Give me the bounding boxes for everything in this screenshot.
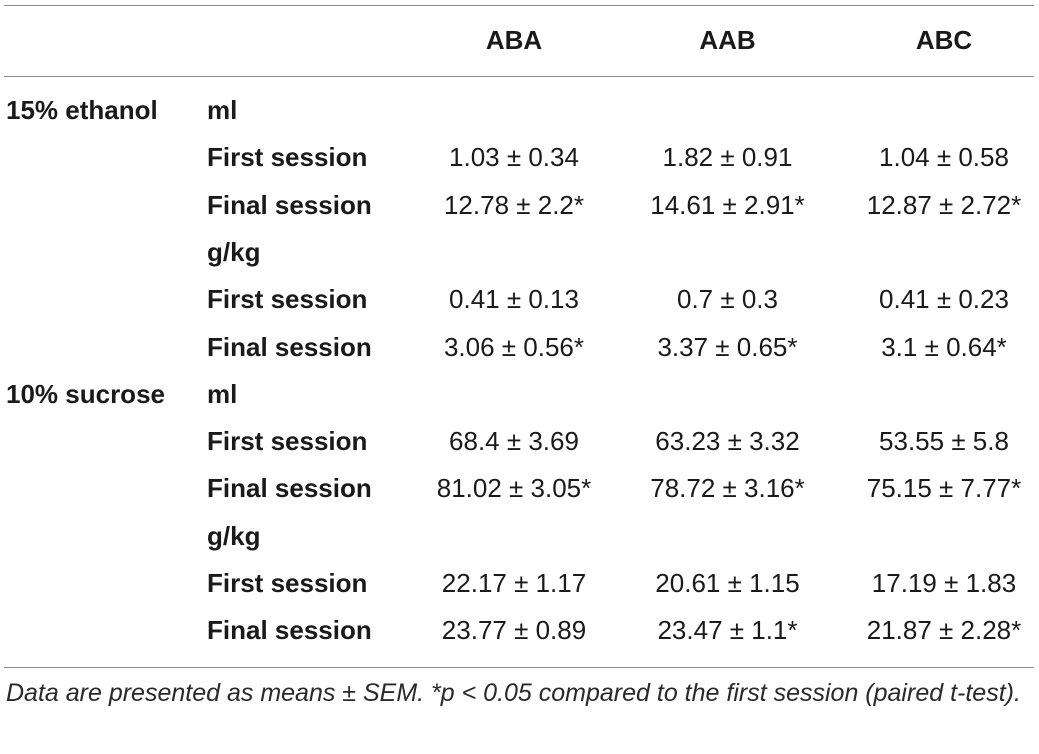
row-unit-label: g/kg <box>207 520 261 551</box>
cell-aba: 12.78 ± 2.2* <box>443 189 585 220</box>
table-row: g/kg <box>0 229 1039 276</box>
table-top-rule <box>4 5 1034 6</box>
cell-aab: 20.61 ± 1.15 <box>655 568 800 598</box>
cell-aab: 63.23 ± 3.32 <box>655 426 800 457</box>
row-unit-label: ml <box>207 95 238 125</box>
cell-aba: 0.41 ± 0.13 <box>449 284 579 315</box>
cell-abc: 21.87 ± 2.28* <box>866 615 1022 646</box>
row-session-label: First session <box>207 426 368 457</box>
cell-aba: 3.06 ± 0.56* <box>443 331 585 362</box>
row-session-label: Final session <box>207 473 372 504</box>
cell-abc: 1.04 ± 0.58 <box>879 142 1009 173</box>
table-header-row: ABA AAB ABC <box>0 17 1039 64</box>
row-unit-label: g/kg <box>207 236 261 267</box>
cell-aab: 1.82 ± 0.91 <box>662 142 793 173</box>
cell-aba: 68.4 ± 3.69 <box>449 426 579 457</box>
table-row: First session 68.4 ± 3.69 63.23 ± 3.32 53.5… <box>0 418 1039 465</box>
table-footnote: Data are presented as means ± SEM. *p < … <box>6 679 1021 707</box>
row-session-label: First session <box>207 568 368 598</box>
row-group-label: 10% sucrose <box>6 378 165 409</box>
cell-abc: 75.15 ± 7.77* <box>866 473 1022 504</box>
cell-aab: 23.47 ± 1.1* <box>657 615 798 646</box>
cell-aab: 3.37 ± 0.65* <box>657 331 798 362</box>
cell-abc: 3.1 ± 0.64* <box>881 331 1007 362</box>
table-row: First session 22.17 ± 1.17 20.61 ± 1.15 17.… <box>0 560 1039 607</box>
cell-aba: 81.02 ± 3.05* <box>436 473 592 504</box>
table-row: Final session 3.06 ± 0.56* 3.37 ± 0.65* 3.1… <box>0 324 1039 371</box>
table-row: 15% ethanol ml <box>0 87 1039 134</box>
table-row: First session 1.03 ± 0.34 1.82 ± 0.91 1.04 … <box>0 134 1039 181</box>
row-group-label: 15% ethanol <box>6 95 158 125</box>
cell-aab: 78.72 ± 3.16* <box>650 473 805 504</box>
table-header-rule <box>4 76 1034 77</box>
row-session-label: Final session <box>207 331 372 362</box>
column-header-aba: ABA <box>485 25 543 55</box>
cell-abc: 17.19 ± 1.83 <box>871 568 1017 598</box>
table-row: g/kg <box>0 513 1039 560</box>
cell-abc: 12.87 ± 2.72* <box>866 189 1022 220</box>
row-session-label: Final session <box>207 615 372 646</box>
cell-aab: 0.7 ± 0.3 <box>676 284 778 315</box>
table-bottom-rule <box>4 667 1034 668</box>
table-row: First session 0.41 ± 0.13 0.7 ± 0.3 0.41 ± … <box>0 276 1039 323</box>
table-row: 10% sucrose ml <box>0 371 1039 418</box>
cell-abc: 53.55 ± 5.8 <box>879 426 1009 457</box>
column-header-aab: AAB <box>699 25 756 55</box>
cell-aba: 1.03 ± 0.34 <box>449 142 579 173</box>
table-row: Final session 23.77 ± 0.89 23.47 ± 1.1* 21.… <box>0 607 1039 654</box>
table-row: Final session 81.02 ± 3.05* 78.72 ± 3.16* 7… <box>0 465 1039 512</box>
cell-aba: 22.17 ± 1.17 <box>441 568 587 598</box>
table-row: Final session 12.78 ± 2.2* 14.61 ± 2.91* 12… <box>0 182 1039 229</box>
cell-aba: 23.77 ± 0.89 <box>441 615 587 646</box>
cell-abc: 0.41 ± 0.23 <box>879 284 1009 315</box>
row-unit-label: ml <box>207 378 238 409</box>
cell-aab: 14.61 ± 2.91* <box>650 189 805 220</box>
row-session-label: First session <box>207 284 368 315</box>
row-session-label: First session <box>207 142 368 173</box>
column-header-abc: ABC <box>915 25 973 55</box>
row-session-label: Final session <box>207 189 372 220</box>
